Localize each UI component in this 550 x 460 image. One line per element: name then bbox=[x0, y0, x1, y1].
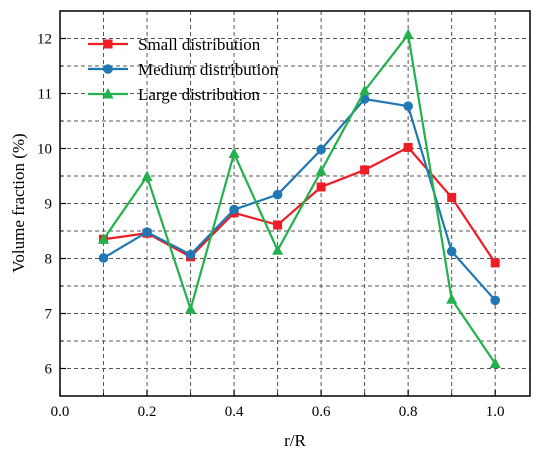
data-point bbox=[490, 295, 500, 306]
x-tick-label: 0.6 bbox=[312, 404, 331, 420]
data-point bbox=[403, 101, 413, 111]
y-axis-label: Volume fraction (%) bbox=[9, 133, 28, 272]
data-point bbox=[273, 220, 283, 230]
legend-label: Small distribution bbox=[138, 35, 261, 54]
x-tick-label: 0.8 bbox=[399, 404, 418, 420]
data-point bbox=[272, 244, 284, 255]
series-layer bbox=[98, 28, 501, 369]
data-point bbox=[142, 227, 152, 237]
data-point bbox=[402, 28, 414, 40]
y-tick-label: 10 bbox=[37, 142, 52, 158]
y-tick-label: 6 bbox=[45, 362, 53, 378]
legend: Small distribution Medium distribution Lar… bbox=[88, 35, 279, 104]
y-tick-label: 7 bbox=[45, 307, 53, 323]
legend-label: Medium distribution bbox=[138, 60, 279, 79]
data-point bbox=[316, 144, 326, 155]
data-point bbox=[98, 233, 110, 244]
data-point bbox=[185, 249, 196, 260]
x-tick-label: 1.0 bbox=[486, 404, 505, 420]
data-point bbox=[141, 170, 153, 182]
data-point bbox=[360, 165, 370, 175]
series-3 bbox=[98, 28, 501, 369]
y-tick-label: 12 bbox=[37, 32, 52, 48]
data-point bbox=[316, 182, 326, 192]
series-line bbox=[102, 97, 497, 302]
data-point bbox=[98, 253, 109, 263]
x-tick-label: 0.4 bbox=[225, 404, 244, 420]
data-point bbox=[315, 165, 327, 176]
data-point bbox=[359, 84, 371, 96]
y-tick-label: 11 bbox=[38, 87, 52, 103]
series-2 bbox=[98, 94, 500, 306]
x-tick-label: 0.0 bbox=[51, 404, 70, 420]
grid-lines bbox=[60, 11, 530, 396]
data-point bbox=[490, 258, 500, 268]
data-point bbox=[446, 246, 457, 257]
legend-marker bbox=[102, 88, 114, 99]
data-point bbox=[403, 142, 413, 152]
data-point bbox=[447, 192, 457, 202]
y-tick-label: 9 bbox=[45, 197, 53, 213]
data-point bbox=[229, 204, 239, 215]
legend-marker bbox=[103, 39, 113, 49]
data-point bbox=[446, 293, 458, 304]
x-axis-label: r/R bbox=[284, 431, 306, 450]
y-tick-label: 8 bbox=[45, 252, 53, 268]
legend-marker bbox=[103, 64, 113, 74]
data-point bbox=[185, 303, 197, 314]
series-1 bbox=[99, 142, 500, 268]
data-point bbox=[489, 357, 501, 369]
series-line bbox=[102, 31, 497, 365]
x-tick-label: 0.2 bbox=[138, 404, 157, 420]
legend-label: Large distribution bbox=[138, 85, 260, 104]
axis-ticks: 0.0 0.2 0.4 0.6 0.8 1.0 6 7 8 9 10 11 12 bbox=[37, 32, 505, 421]
data-point bbox=[228, 147, 240, 158]
data-point bbox=[272, 189, 283, 200]
